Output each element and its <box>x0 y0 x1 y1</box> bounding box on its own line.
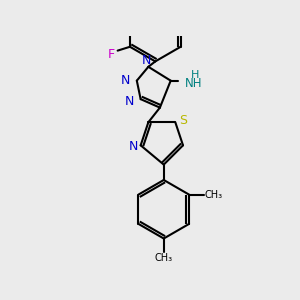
Text: NH: NH <box>184 77 202 90</box>
Text: CH₃: CH₃ <box>205 190 223 200</box>
Text: F: F <box>108 48 115 61</box>
Text: N: N <box>121 74 130 87</box>
Text: CH₃: CH₃ <box>155 253 173 263</box>
Text: S: S <box>179 114 187 127</box>
Text: N: N <box>128 140 138 153</box>
Text: H: H <box>191 70 199 80</box>
Text: N: N <box>141 54 151 67</box>
Text: N: N <box>124 95 134 108</box>
